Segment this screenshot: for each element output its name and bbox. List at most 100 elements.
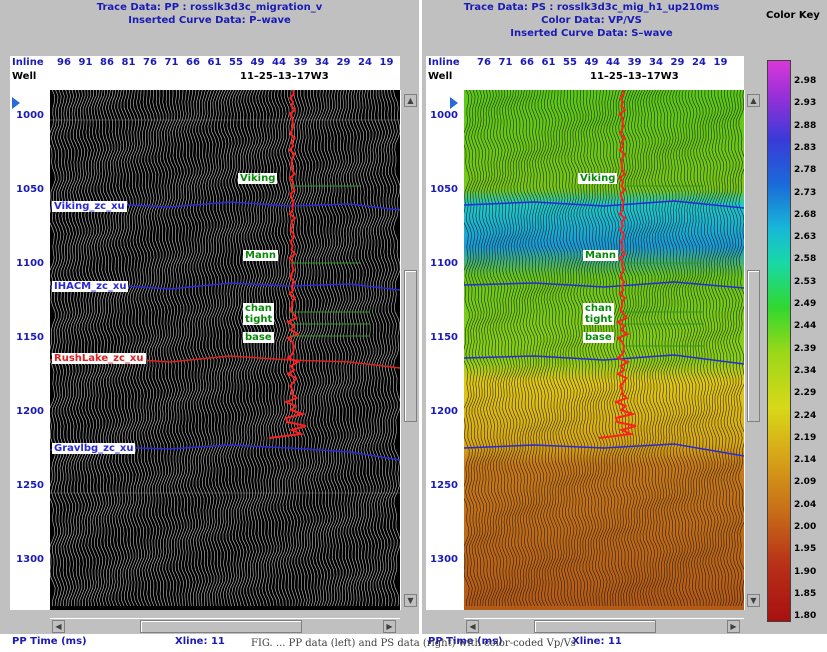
figure-caption: FIG. ... PP data (left) and PS data (rig… [251,638,576,649]
color-key-value: 2.39 [794,343,817,354]
color-key-value: 2.14 [794,455,817,466]
ps-time-axis [426,90,464,610]
inline-tick-label: 66 [186,57,200,68]
time-tick-label: 1300 [16,554,44,565]
pp-xline-label: Xline: 11 [175,636,225,647]
color-key-value: 2.00 [794,522,817,532]
time-tick-label: 1250 [430,480,458,491]
scroll-left-icon[interactable]: ◀ [52,620,65,633]
inline-tick-label: 81 [121,57,136,68]
scroll-left-icon[interactable]: ◀ [466,620,479,633]
ps-axis-header [426,56,744,90]
ps-seismic-section[interactable] [464,90,744,610]
inline-tick-label: 76 [477,57,491,68]
color-key-value: 2.83 [794,142,817,153]
inline-tick-label: 24 [692,57,706,68]
color-key-value: 2.63 [794,232,817,243]
color-key-value: 2.44 [794,321,817,332]
inline-tick-label: 19 [379,57,394,68]
pp-formation-label: Mann [243,250,278,261]
ps-horizon-line [464,281,744,289]
scroll-up-icon[interactable]: ▲ [404,94,417,107]
color-key-value: 2.49 [794,299,817,309]
inline-tick-label: 61 [541,57,556,68]
ps-horizon-line [464,354,744,365]
ps-formation-label: Viking [578,173,618,184]
scroll-thumb[interactable] [404,270,417,422]
ps-time-axis-label: PP Time (ms) [428,636,503,647]
time-tick-label: 1150 [430,332,458,343]
scroll-thumb[interactable] [140,620,302,633]
scroll-down-icon[interactable]: ▼ [747,594,760,607]
color-key-value: 1.80 [794,611,817,622]
color-key-value: 1.95 [794,544,817,555]
inline-tick-label: 76 [143,57,157,68]
pp-horizontal-scrollbar[interactable]: ◀ ▶ [50,618,400,633]
inline-tick-label: 44 [272,57,286,68]
ps-well-name: 11–25–13–17W3 [590,71,679,82]
pp-horizon-label: Viking_zc_xu [52,201,127,212]
inline-tick-label: 66 [520,57,534,68]
time-tick-label: 1100 [16,258,44,269]
color-key-value: 1.90 [794,566,817,577]
ps-time-pointer-icon [450,97,458,109]
scroll-thumb[interactable] [747,270,760,422]
ps-vertical-scrollbar[interactable]: ▲ ▼ [744,90,761,610]
time-tick-label: 1150 [16,332,44,343]
pp-time-axis [10,90,50,610]
scroll-down-icon[interactable]: ▼ [404,594,417,607]
time-tick-label: 1050 [430,184,458,195]
scroll-thumb[interactable] [534,620,656,633]
color-key-value: 2.09 [794,477,817,488]
color-key-value: 2.78 [794,165,817,176]
inline-tick-label: 71 [498,57,513,68]
time-tick-label: 1200 [16,406,44,417]
pp-horizon-label: IHACM_zc_xu [52,281,129,292]
pp-formation-label: chan [243,303,274,314]
pp-seismic-section[interactable] [50,90,400,610]
color-key-value: 2.93 [794,98,817,109]
inline-tick-label: 49 [250,57,265,68]
pp-well-name: 11–25–13–17W3 [240,71,329,82]
time-tick-label: 1200 [430,406,458,417]
pp-title-line1: Trace Data: PP : rosslk3d3c_migration_v [96,2,323,13]
time-tick-label: 1050 [16,184,44,195]
color-key-value: 2.29 [794,388,817,399]
scroll-right-icon[interactable]: ▶ [727,620,740,633]
color-key-panel: Color Key 2.98 2.93 2.88 2.83 2.78 2.73 2.68 2.… [761,0,827,634]
pp-horizon-label: RushLake_zc_xu [52,353,146,364]
time-tick-label: 1000 [430,110,458,121]
inline-tick-label: 86 [100,57,114,68]
ps-formation-label: Mann [583,250,618,261]
color-key-value: 2.88 [794,120,817,131]
pp-formation-label: base [243,332,274,343]
pp-formation-label: tight [243,314,275,325]
color-key-gradient [767,60,791,622]
inline-tick-label: 39 [293,57,308,68]
color-key-value: 2.68 [794,209,817,220]
scroll-up-icon[interactable]: ▲ [747,94,760,107]
ps-title-line2: Color Data: VP/VS [541,15,642,26]
time-tick-label: 1250 [16,480,44,491]
pp-vertical-scrollbar[interactable]: ▲ ▼ [400,90,419,610]
swave-log-curve [598,90,637,439]
color-key-value: 2.98 [794,76,817,86]
time-tick-label: 1100 [430,258,458,269]
color-key-value: 2.73 [794,187,817,198]
pp-horizon-label: Gravlbg_zc_xu [52,443,136,454]
inline-tick-label: 29 [670,57,685,68]
color-key-value: 1.85 [794,588,817,599]
scroll-right-icon[interactable]: ▶ [383,620,396,633]
pp-time-axis-label: PP Time (ms) [12,636,87,647]
pp-formation-label: Viking [238,173,278,184]
color-key-value: 2.53 [794,276,817,287]
color-key-value: 2.19 [794,432,817,443]
ps-formation-label: tight [583,314,615,325]
color-key-value: 2.58 [794,254,817,265]
pp-title-line2: Inserted Curve Data: P–wave [128,15,291,26]
inline-tick-label: 71 [164,57,179,68]
ps-horizontal-scrollbar[interactable]: ◀ ▶ [464,618,744,633]
ps-horizon-line [464,200,744,209]
pp-inline-label: Inline [12,57,44,68]
color-key-value: 2.24 [794,410,817,421]
